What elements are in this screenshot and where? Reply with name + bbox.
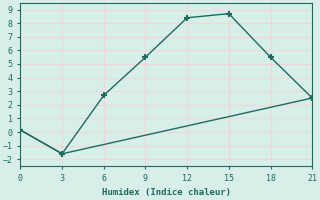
X-axis label: Humidex (Indice chaleur): Humidex (Indice chaleur) — [102, 188, 231, 197]
